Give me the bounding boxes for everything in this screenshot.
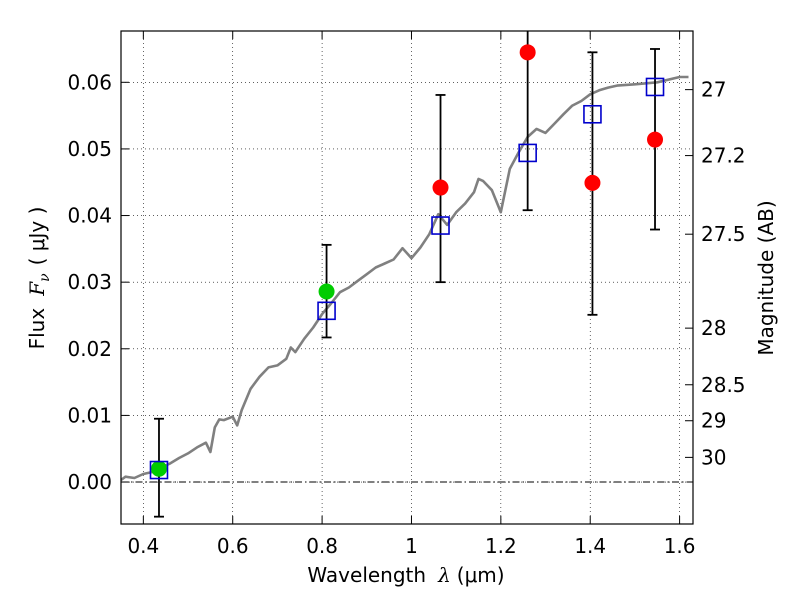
- y-axis-label-unit: ( μJy ): [25, 207, 49, 266]
- x-axis-ticks: 0.4 0.6 0.8 1 1.2 1.4 1.6: [127, 31, 696, 558]
- observed-point: [647, 131, 664, 148]
- x-axis-label-text: Wavelength: [307, 563, 426, 587]
- y-tick-label: 0.04: [67, 204, 112, 228]
- plot-area: [121, 31, 693, 524]
- right-tick-label: 27: [701, 78, 726, 102]
- x-tick-label: 0.4: [127, 534, 159, 558]
- right-tick-label: 28: [701, 316, 726, 340]
- y-tick-label: 0.06: [67, 70, 112, 94]
- model-band-square: [149, 460, 169, 480]
- right-tick-label: 28.5: [701, 373, 746, 397]
- x-tick-label: 1.4: [574, 534, 606, 558]
- x-tick-label: 0.6: [217, 534, 249, 558]
- x-axis-label-symbol: λ: [437, 563, 451, 587]
- grid-lines: [121, 31, 693, 524]
- observed-points: [150, 44, 664, 477]
- y-axis-label-text: Flux: [25, 308, 49, 350]
- y-axis-label-symbol: F: [25, 281, 49, 297]
- x-tick-label: 1: [405, 534, 418, 558]
- right-tick-label: 29: [701, 409, 726, 433]
- y-tick-label: 0.05: [67, 137, 112, 161]
- y-tick-label: 0.02: [67, 337, 112, 361]
- y-tick-label: 0.00: [67, 470, 112, 494]
- observed-point: [584, 174, 601, 191]
- plot-frame: [120, 30, 694, 525]
- x-tick-label: 1.2: [485, 534, 517, 558]
- model-band-square: [518, 143, 537, 163]
- y-axis-label: Flux Fν ( μJy ): [25, 207, 53, 350]
- right-tick-label: 27.2: [701, 144, 746, 168]
- right-axis-label: Magnitude (AB): [754, 200, 778, 355]
- right-tick-label: 30: [701, 445, 726, 469]
- observed-point: [432, 179, 449, 196]
- right-axis-ticks: 27 27.2 27.5 28 28.5 29 30: [685, 78, 746, 469]
- x-axis-label: Wavelength λ (μm): [307, 563, 504, 587]
- y-axis-label-subscript: ν: [37, 273, 53, 282]
- model-band-square: [583, 104, 602, 124]
- model-band-square: [645, 77, 665, 97]
- observed-point: [519, 44, 536, 61]
- y-tick-label: 0.03: [67, 270, 112, 294]
- x-tick-label: 1.6: [664, 534, 696, 558]
- observed-point: [150, 460, 167, 477]
- x-tick-label: 0.8: [306, 534, 338, 558]
- x-axis-label-unit: (μm): [457, 563, 505, 587]
- model-band-square: [431, 216, 450, 235]
- model-band-squares: [149, 77, 665, 480]
- model-band-square: [317, 301, 336, 321]
- model-spectrum-line: [120, 75, 689, 482]
- right-tick-label: 27.5: [701, 222, 746, 246]
- y-axis-ticks: 0.00 0.01 0.02 0.03 0.04 0.05 0.06: [67, 70, 129, 494]
- y-tick-label: 0.01: [67, 403, 112, 427]
- observed-point: [318, 283, 335, 300]
